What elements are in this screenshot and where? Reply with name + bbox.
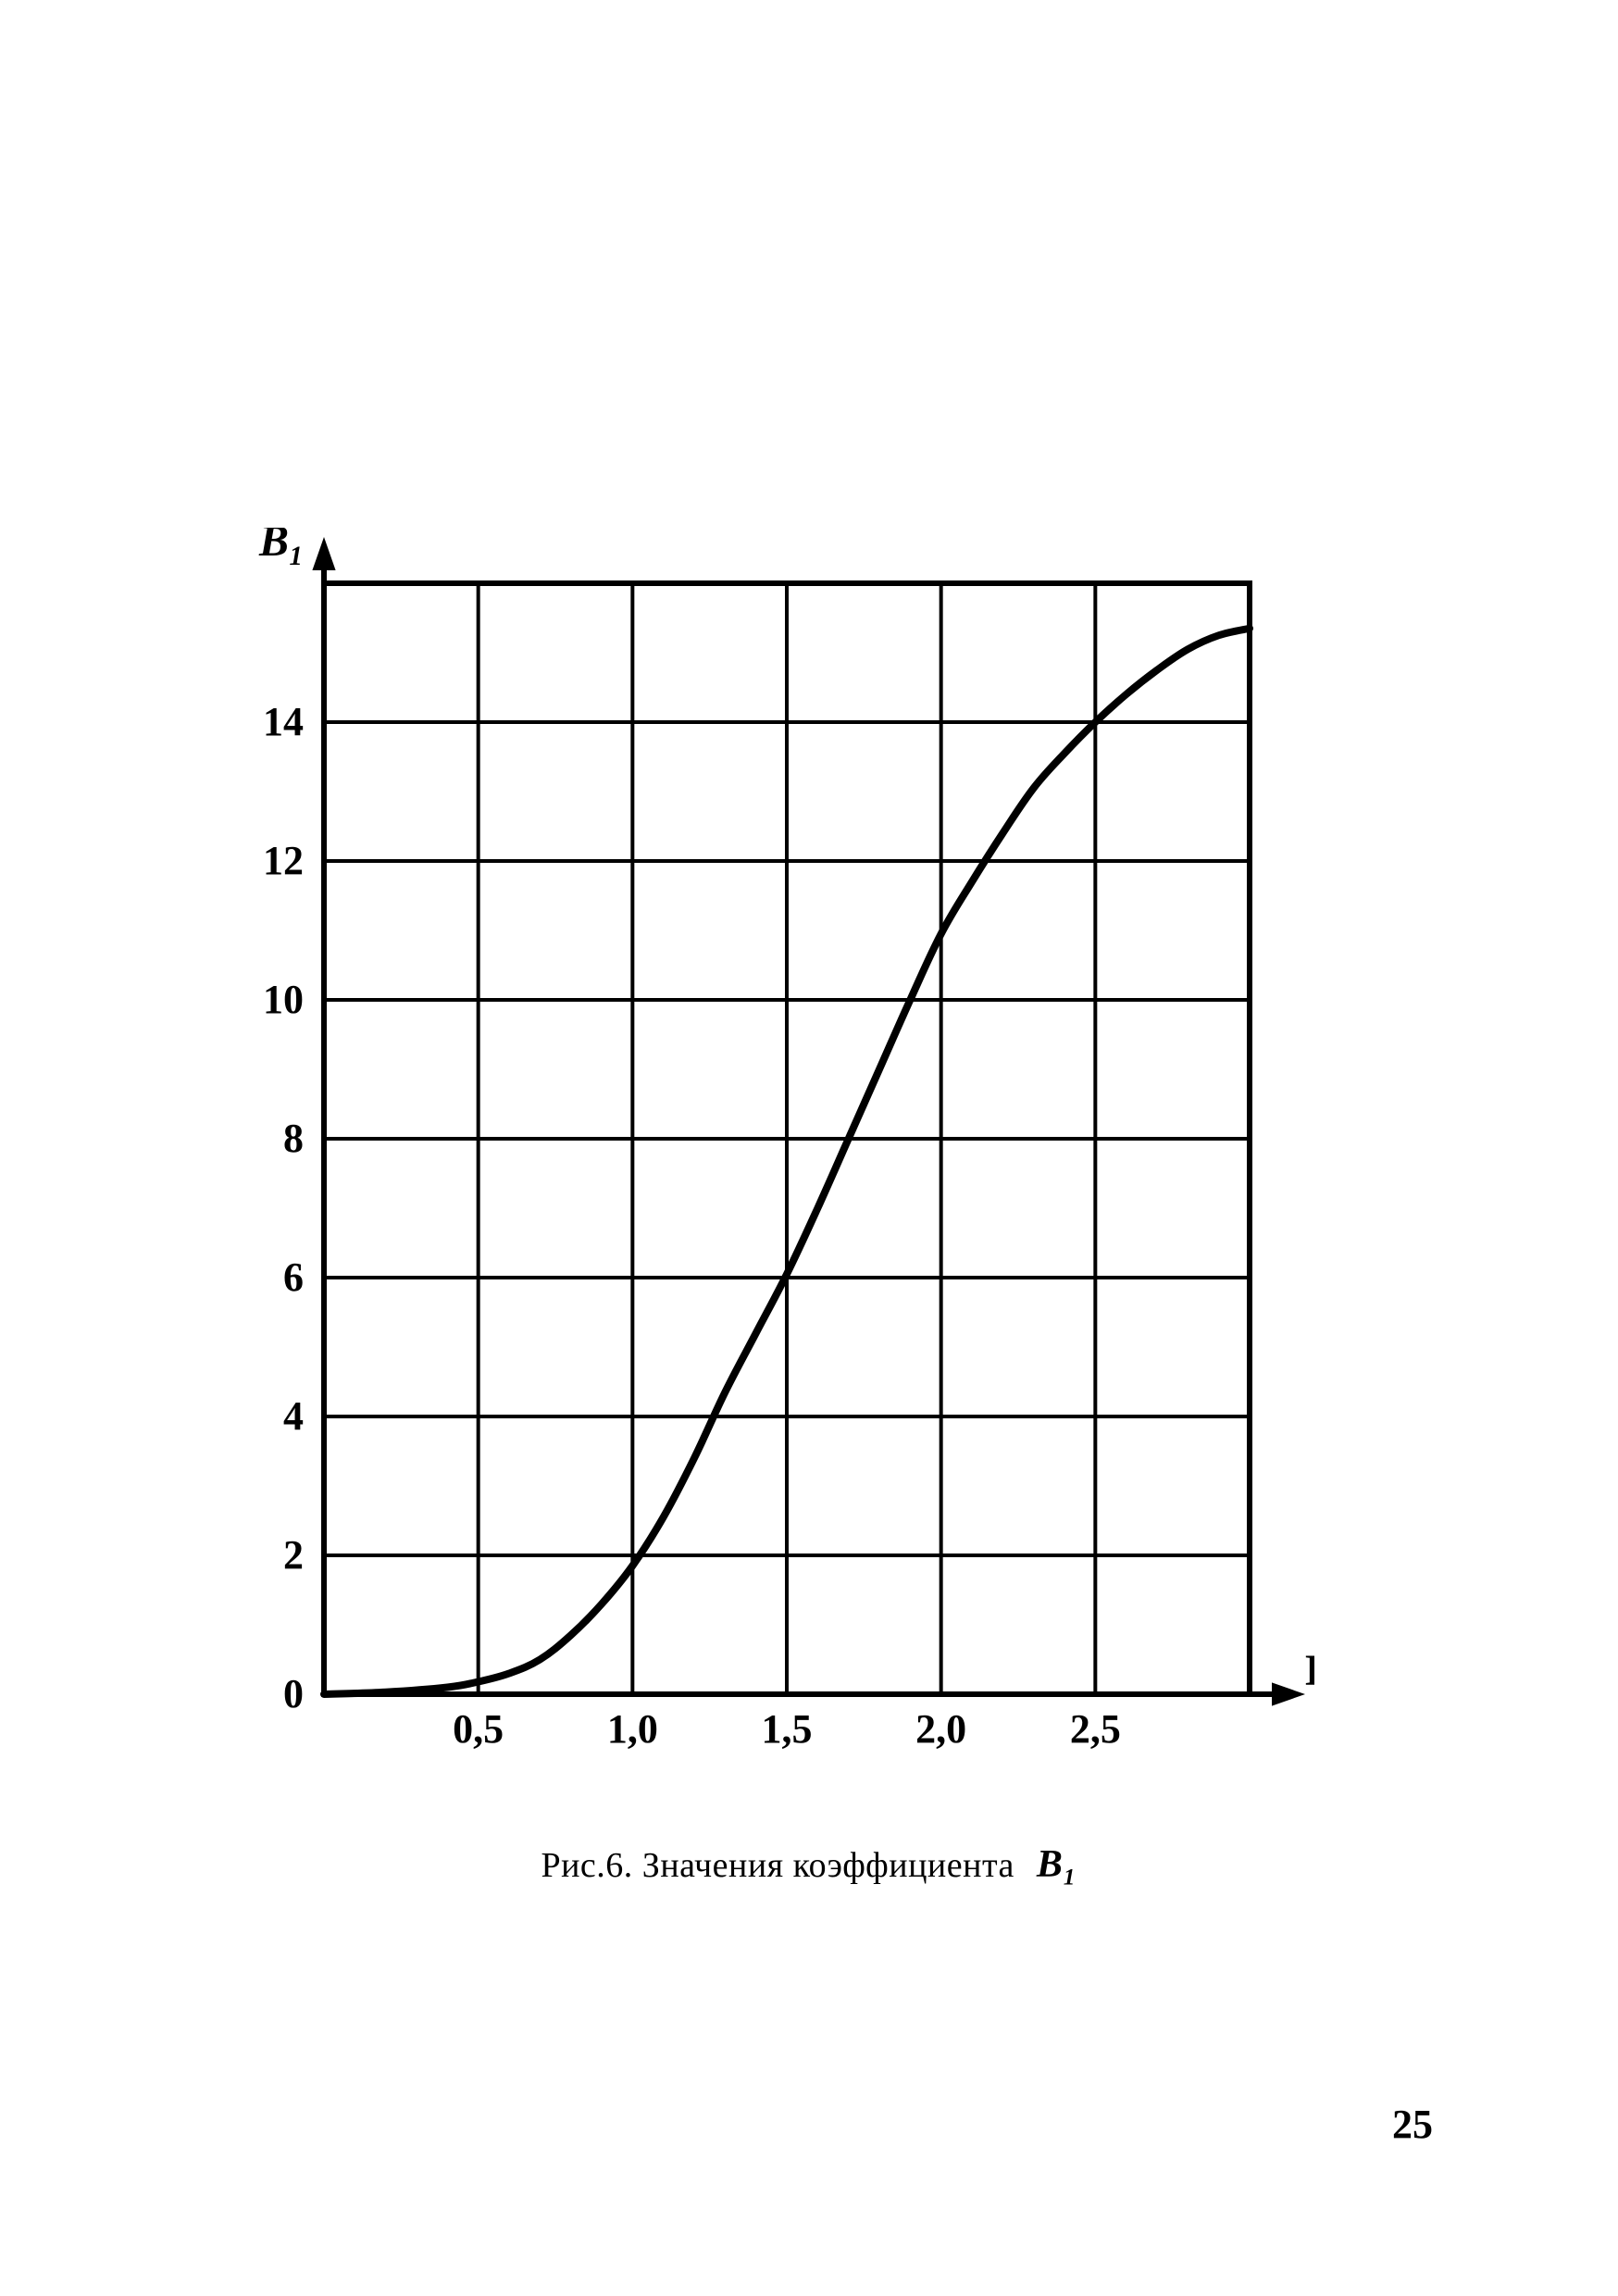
svg-text:K: K bbox=[1305, 1646, 1314, 1695]
page-number: 25 bbox=[1392, 2101, 1433, 2148]
svg-text:2: 2 bbox=[283, 1532, 304, 1578]
chart-container: B₁ K 0 2 4 6 8 10 12 14 0,5 1,0 1,5 2,0 2,5 bbox=[204, 528, 1314, 1824]
svg-text:B₁: B₁ bbox=[258, 528, 305, 566]
svg-text:14: 14 bbox=[263, 699, 304, 744]
svg-text:10: 10 bbox=[263, 977, 304, 1022]
svg-text:4: 4 bbox=[283, 1393, 304, 1439]
svg-text:2,0: 2,0 bbox=[915, 1706, 966, 1752]
svg-text:1,5: 1,5 bbox=[762, 1706, 813, 1752]
svg-text:0: 0 bbox=[283, 1671, 304, 1716]
svg-text:2,5: 2,5 bbox=[1070, 1706, 1121, 1752]
caption-symbol: B₁ bbox=[1037, 1843, 1077, 1886]
svg-text:0,5: 0,5 bbox=[453, 1706, 504, 1752]
figure-caption: Рис.6. Значения коэффициента B₁ bbox=[0, 1842, 1618, 1887]
svg-text:6: 6 bbox=[283, 1254, 304, 1300]
caption-text: Рис.6. Значения коэффициента bbox=[541, 1846, 1014, 1885]
coefficient-chart: B₁ K 0 2 4 6 8 10 12 14 0,5 1,0 1,5 2,0 2,5 bbox=[204, 528, 1314, 1824]
svg-text:8: 8 bbox=[283, 1116, 304, 1161]
page: B₁ K 0 2 4 6 8 10 12 14 0,5 1,0 1,5 2,0 2,5 Рис.6. Зна… bbox=[0, 0, 1618, 2296]
svg-text:1,0: 1,0 bbox=[607, 1706, 658, 1752]
svg-text:12: 12 bbox=[263, 838, 304, 883]
